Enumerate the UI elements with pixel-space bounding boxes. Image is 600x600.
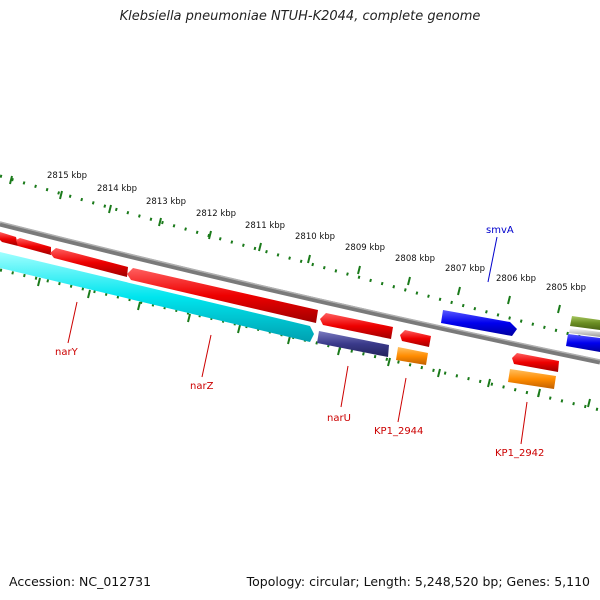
gene-arrow xyxy=(50,248,128,277)
gene-arrow xyxy=(570,316,600,330)
inner-ruler-ticks xyxy=(0,268,600,412)
gene-label-kp1-2942: KP1_2942 xyxy=(495,448,544,459)
gene-arrow xyxy=(441,310,517,336)
forward-strand-genes xyxy=(441,310,600,352)
genome-backbone xyxy=(0,221,600,365)
ruler-label: 2811 kbp xyxy=(245,221,285,231)
ruler-labels: 2815 kbp 2814 kbp 2813 kbp 2812 kbp 2811… xyxy=(47,171,586,293)
gene-arrow xyxy=(569,328,600,337)
topology-text: Topology: circular; Length: 5,248,520 bp… xyxy=(246,574,590,589)
gene-arrow xyxy=(400,330,431,347)
ruler-label: 2806 kbp xyxy=(496,274,536,284)
ruler-label: 2814 kbp xyxy=(97,184,137,194)
ruler-label: 2808 kbp xyxy=(395,254,435,264)
gene-label-naru: narU xyxy=(327,413,351,424)
gene-arrow xyxy=(317,331,389,357)
ruler-label: 2810 kbp xyxy=(295,232,335,242)
ruler-label: 2805 kbp xyxy=(546,283,586,293)
gene-arrow xyxy=(508,369,556,389)
gene-label-nary: narY xyxy=(55,347,79,358)
gene-label-smva: smvA xyxy=(486,225,514,236)
ruler-label: 2812 kbp xyxy=(196,209,236,219)
reverse-strand-genes xyxy=(0,232,559,372)
outer-ruler-ticks xyxy=(0,174,600,344)
gene-arrow xyxy=(566,334,600,352)
accession-text: Accession: NC_012731 xyxy=(9,574,152,589)
ruler-label: 2815 kbp xyxy=(47,171,87,181)
second-track-genes xyxy=(0,252,556,389)
gene-arrow xyxy=(396,347,428,365)
ruler-label: 2807 kbp xyxy=(445,264,485,274)
gene-labels: narY narZ narU KP1_2944 KP1_2942 smvA xyxy=(55,225,544,459)
gene-label-narz: narZ xyxy=(190,381,214,392)
ruler-label: 2813 kbp xyxy=(146,197,186,207)
gene-arrow xyxy=(512,353,559,372)
gene-arrow xyxy=(0,232,18,246)
gene-arrow xyxy=(0,252,314,342)
gene-arrow xyxy=(320,313,393,339)
ruler-label: 2809 kbp xyxy=(345,243,385,253)
gene-arrow xyxy=(127,268,318,323)
gene-label-leaders xyxy=(67,236,528,445)
gene-arrow xyxy=(16,238,51,255)
map-title: Klebsiella pneumoniae NTUH-K2044, comple… xyxy=(119,9,481,24)
gene-label-kp1-2944: KP1_2944 xyxy=(374,426,423,437)
